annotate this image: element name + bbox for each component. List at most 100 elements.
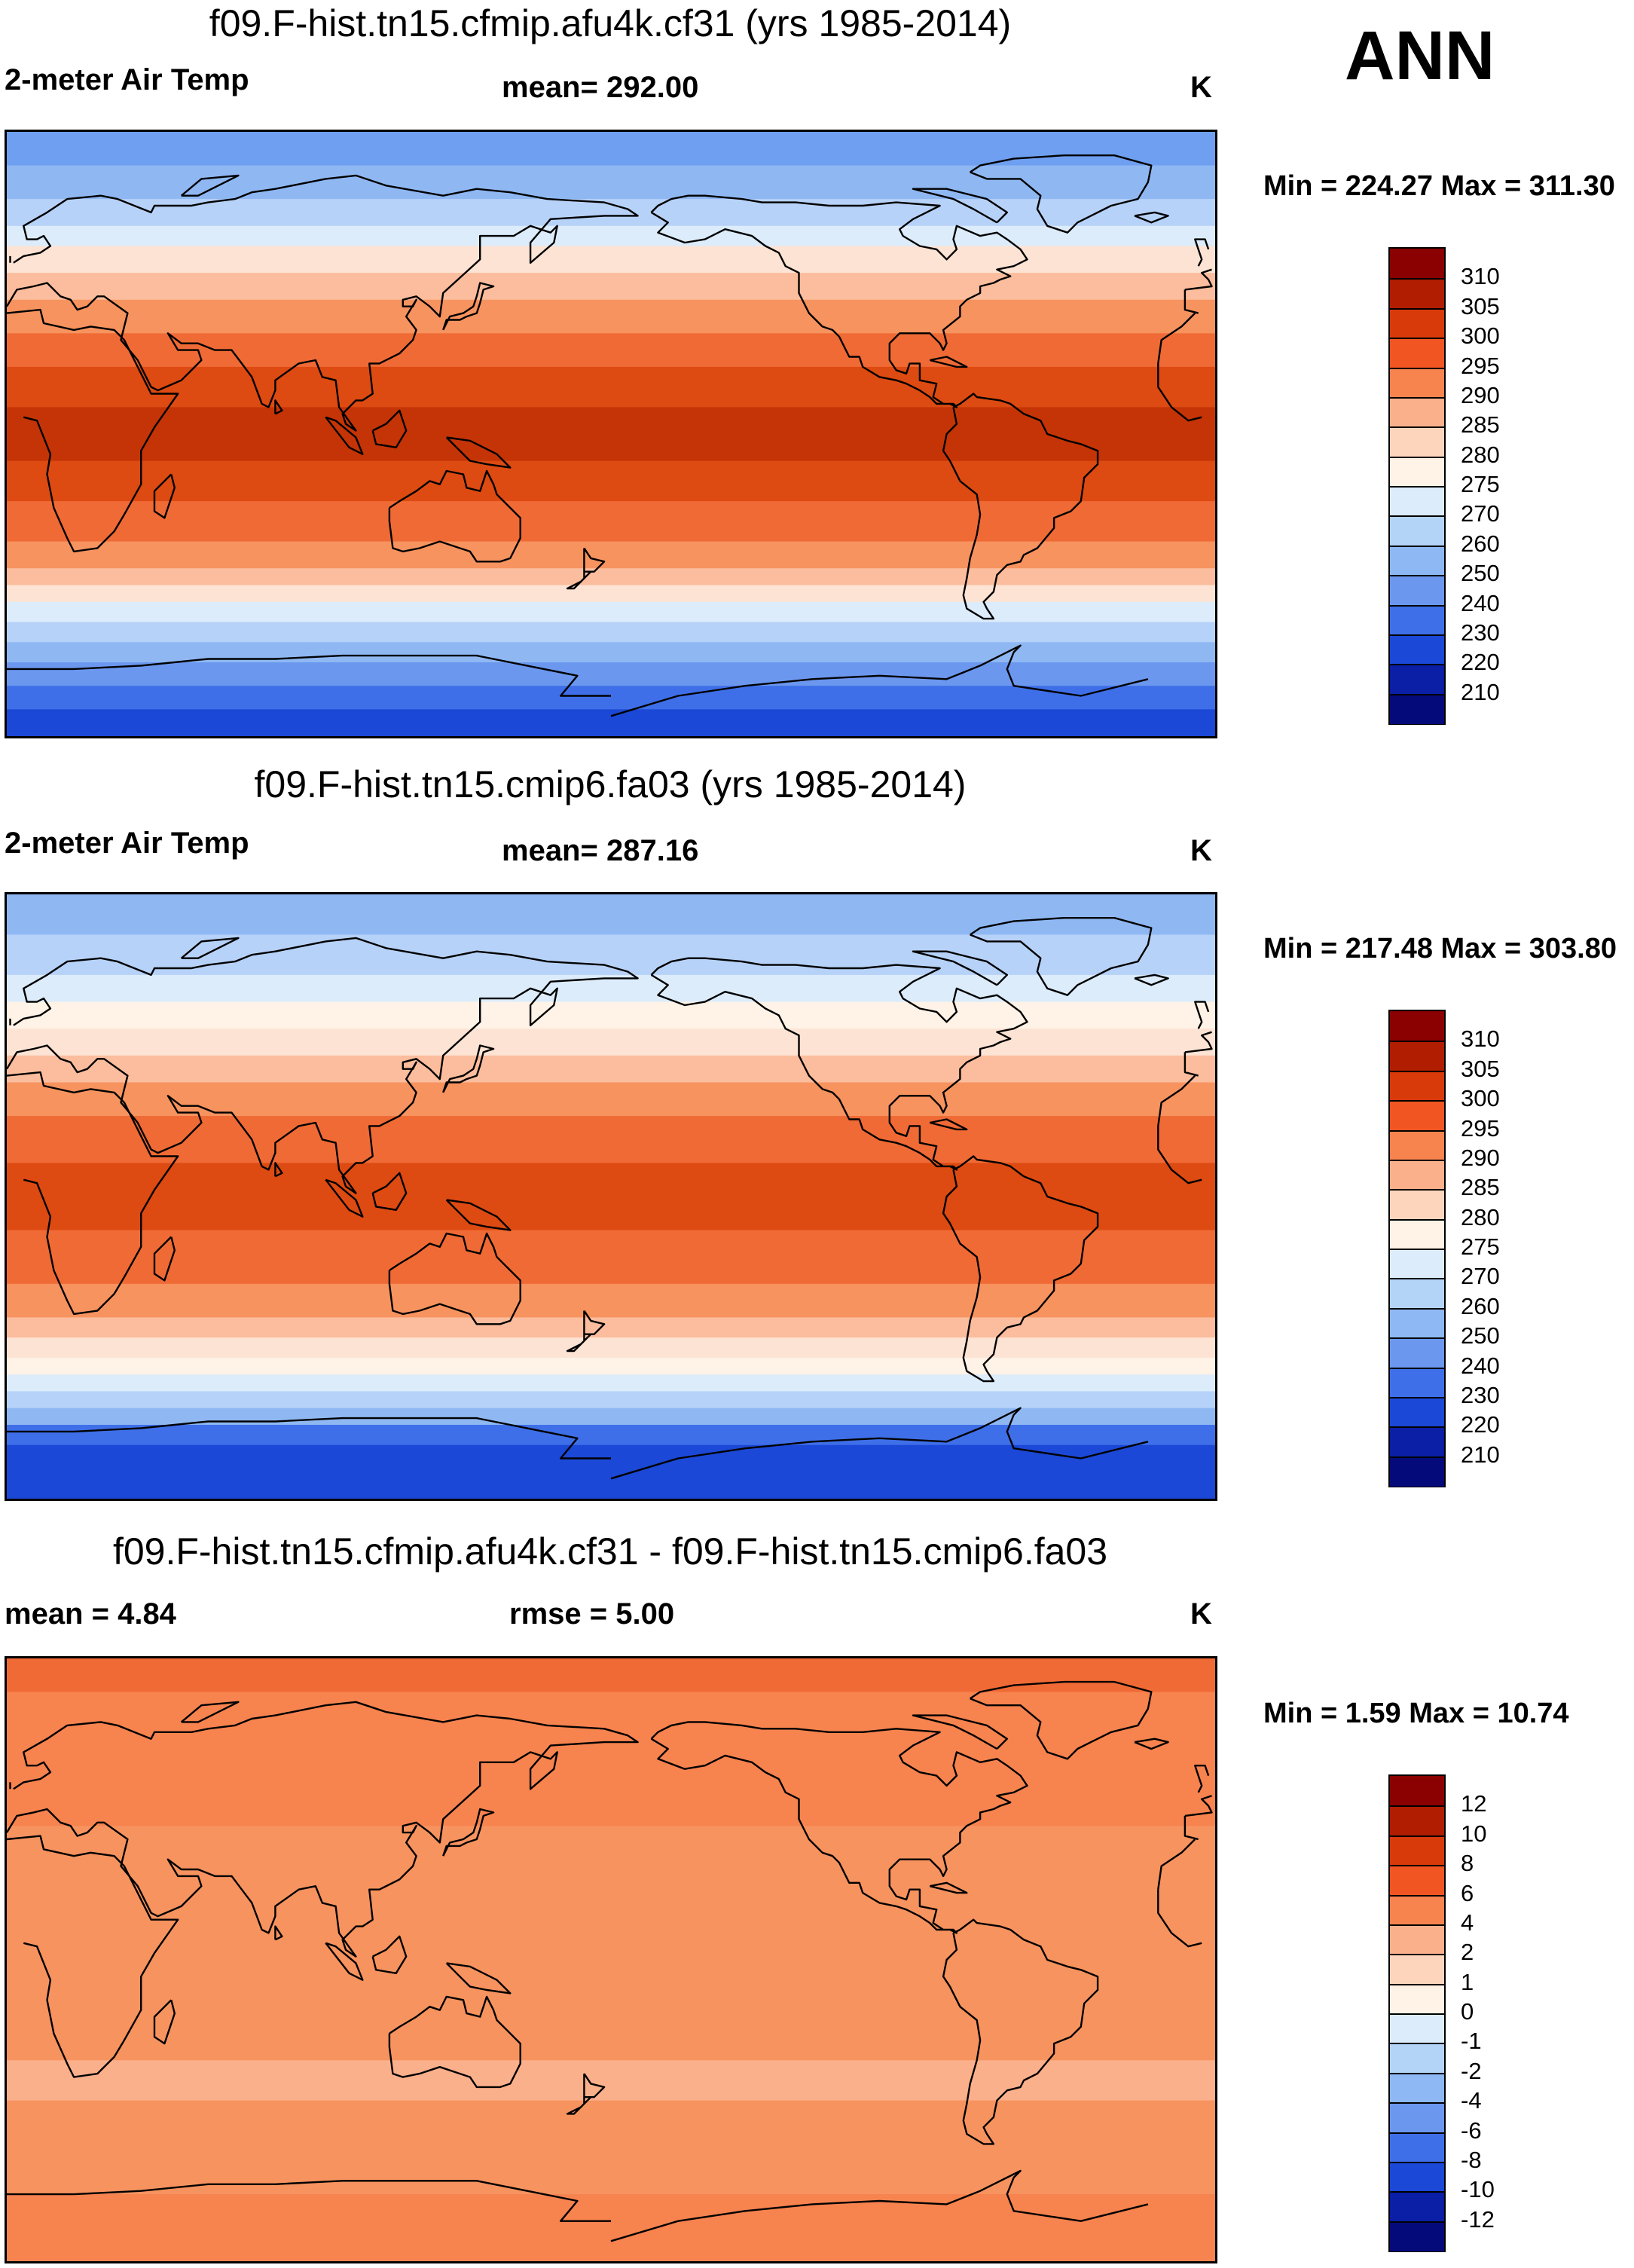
colorbar-swatch <box>1390 2072 1444 2104</box>
season-label: ANN <box>1345 17 1495 94</box>
coastline <box>942 1918 1099 2145</box>
coastline <box>153 1999 176 2045</box>
colorbar-swatch <box>1390 249 1444 280</box>
colorbar-swatch <box>1390 367 1444 398</box>
coastline <box>7 1071 1202 1316</box>
colorbar-tick-label: 305 <box>1461 1055 1500 1082</box>
colorbar-swatch <box>1390 1367 1444 1398</box>
colorbar-tick-label: 210 <box>1461 1441 1500 1468</box>
temperature-band <box>7 165 1215 200</box>
temperature-band <box>7 246 1215 274</box>
temperature-band <box>7 541 1215 570</box>
colorbar-tick-label: 300 <box>1461 322 1500 350</box>
temperature-band <box>7 1374 1215 1392</box>
colorbar-tick-label: 240 <box>1461 1352 1500 1379</box>
coastline <box>930 1118 968 1131</box>
colorbar-tick-label: 310 <box>1461 1025 1500 1053</box>
panel-2-minmax-label: Min = 217.48 Max = 303.80 <box>1263 933 1617 964</box>
coastline <box>9 1765 1210 1793</box>
temperature-band <box>7 1317 1215 1339</box>
colorbar-swatch <box>1390 1954 1444 1985</box>
coastline <box>912 1714 1008 1750</box>
coastline <box>942 1155 1099 1383</box>
temperature-band <box>7 1692 1215 1827</box>
coastline <box>388 469 521 563</box>
temperature-band <box>7 2100 1215 2196</box>
panel-1-colorbar <box>1388 247 1446 725</box>
panel-3-title: f09.F-hist.tn15.cfmip.afu4k.cf31 - f09.F… <box>112 1530 1108 1573</box>
panel-3-units-label: K <box>1190 1597 1212 1631</box>
coastline <box>930 356 968 368</box>
colorbar-tick-label: 0 <box>1461 1998 1474 2025</box>
colorbar-tick-label: 1 <box>1461 1968 1474 1995</box>
temperature-band <box>7 585 1215 603</box>
colorbar-swatch <box>1390 1159 1444 1191</box>
temperature-band <box>7 2194 1215 2261</box>
temperature-band <box>7 2060 1215 2101</box>
temperature-band <box>7 225 1215 247</box>
colorbar-swatch <box>1390 1983 1444 2014</box>
coastline <box>970 1680 1153 1760</box>
panel-1-map-svg <box>7 132 1215 736</box>
coastline <box>442 282 495 331</box>
colorbar-tick-label: -12 <box>1461 2205 1495 2233</box>
coastline <box>1134 1738 1169 1750</box>
colorbar-swatch <box>1390 2191 1444 2222</box>
coastline <box>9 1001 1210 1029</box>
colorbar-tick-label: 285 <box>1461 411 1500 439</box>
coastline <box>325 1942 364 1981</box>
temperature-band <box>7 1391 1215 1409</box>
coastline <box>7 174 1213 432</box>
colorbar-swatch <box>1390 1456 1444 1487</box>
colorbar-tick-label: 210 <box>1461 678 1500 705</box>
colorbar-tick-label: 10 <box>1461 1820 1487 1847</box>
colorbar-tick-label: 250 <box>1461 1322 1500 1349</box>
colorbar-tick-label: 290 <box>1461 1144 1500 1171</box>
colorbar-swatch <box>1390 604 1444 635</box>
coastline <box>566 1310 606 1353</box>
colorbar-swatch <box>1390 1278 1444 1309</box>
coastline <box>274 1162 283 1178</box>
coastline <box>371 409 408 448</box>
colorbar-tick-label: 220 <box>1461 1411 1500 1438</box>
colorbar-swatch <box>1390 1249 1444 1279</box>
temperature-band <box>7 1826 1215 2062</box>
temperature-band <box>7 132 1215 167</box>
temperature-band <box>7 366 1215 408</box>
temperature-band <box>7 460 1215 503</box>
coastline <box>180 937 240 959</box>
panel-1-mean-label: mean= 292.00 <box>502 71 699 104</box>
panel-2-mean-label: mean= 287.16 <box>502 834 699 867</box>
coastline <box>371 1935 408 1974</box>
panel-1-map <box>5 130 1217 738</box>
colorbar-tick-label: -4 <box>1461 2087 1482 2114</box>
colorbar-swatch <box>1390 278 1444 309</box>
colorbar-swatch <box>1390 1070 1444 1102</box>
colorbar-swatch <box>1390 664 1444 695</box>
coastline <box>325 416 364 455</box>
temperature-band <box>7 299 1215 335</box>
colorbar-tick-label: 280 <box>1461 1203 1500 1230</box>
temperature-band <box>7 407 1215 462</box>
coastline <box>566 547 606 590</box>
colorbar-swatch <box>1390 1041 1444 1071</box>
panel-3-map-svg <box>7 1658 1215 2261</box>
temperature-band <box>7 601 1215 623</box>
colorbar-swatch <box>1390 1426 1444 1457</box>
panel-1-units-label: K <box>1190 71 1212 104</box>
colorbar-swatch <box>1390 396 1444 428</box>
panel-1-title: f09.F-hist.tn15.cfmip.afu4k.cf31 (yrs 19… <box>209 2 1012 44</box>
colorbar-tick-label: 295 <box>1461 352 1500 379</box>
temperature-band <box>7 1230 1215 1285</box>
coastline <box>650 194 1028 408</box>
panel-2-map-svg <box>7 894 1215 1499</box>
temperature-band <box>7 974 1215 1003</box>
temperature-band <box>7 686 1215 711</box>
temperature-band <box>7 1001 1215 1030</box>
coastline <box>274 399 283 415</box>
colorbar-swatch <box>1390 693 1444 724</box>
colorbar-tick-label: -1 <box>1461 2028 1482 2055</box>
colorbar-tick-label: 275 <box>1461 1233 1500 1260</box>
temperature-band <box>7 1163 1215 1231</box>
colorbar-swatch <box>1390 2102 1444 2133</box>
